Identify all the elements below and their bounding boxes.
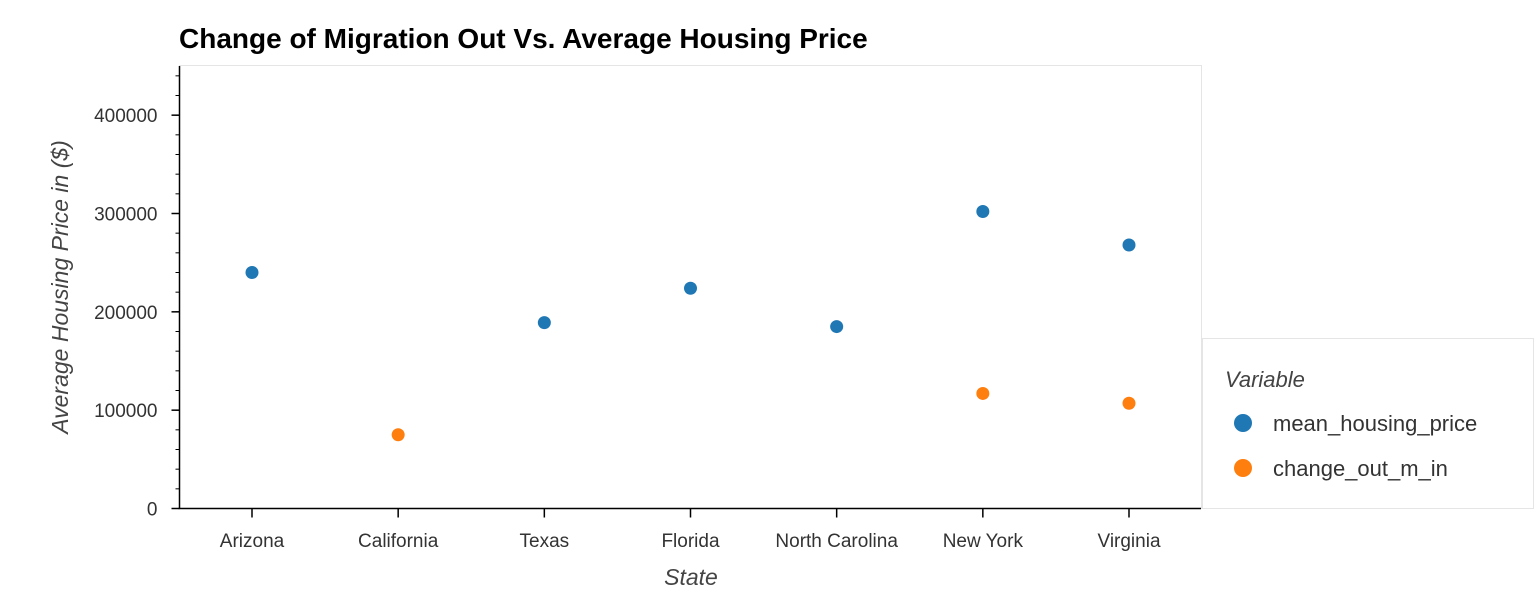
legend-frame	[1202, 338, 1534, 509]
data-point-mean-housing-price	[976, 205, 990, 219]
x-tick-label: New York	[943, 531, 1024, 552]
y-axis-label: Average Housing Price in ($)	[47, 140, 73, 436]
data-point-mean-housing-price	[537, 316, 551, 330]
data-points	[245, 205, 1136, 442]
legend-marker	[1234, 459, 1252, 477]
data-point-mean-housing-price	[684, 281, 697, 295]
data-point-mean-housing-price	[1122, 238, 1136, 252]
data-point-change-out-m-in	[976, 386, 990, 400]
x-axis: Arizona California Texas Florida North Carol…	[178, 507, 1201, 552]
chart-title: Change of Migration Out Vs. Average Hous…	[179, 23, 868, 54]
x-tick-label: North Carolina	[775, 531, 898, 552]
x-tick-label: Virginia	[1097, 531, 1160, 552]
y-tick-label: 100000	[94, 401, 157, 422]
y-tick-label: 400000	[94, 106, 157, 127]
x-tick-label: Texas	[520, 531, 570, 552]
y-tick-label: 300000	[94, 205, 157, 226]
legend-items: mean_housing_price change_out_m_in	[1234, 411, 1477, 481]
legend-label: change_out_m_in	[1273, 456, 1448, 481]
y-axis: 0 100000 200000 300000 400000	[94, 66, 181, 521]
data-point-change-out-m-in	[391, 428, 405, 442]
data-point-mean-housing-price	[830, 320, 844, 334]
data-point-change-out-m-in	[1122, 396, 1136, 410]
x-axis-label: State	[664, 564, 718, 590]
legend-label: mean_housing_price	[1273, 411, 1477, 436]
data-point-mean-housing-price	[245, 266, 259, 279]
x-tick-label: Florida	[661, 531, 720, 552]
y-tick-label: 200000	[94, 303, 157, 324]
x-tick-label: Arizona	[220, 531, 285, 552]
legend-marker	[1234, 414, 1252, 432]
legend: Variable mean_housing_price change_out_m_…	[1202, 338, 1534, 509]
legend-title: Variable	[1225, 367, 1305, 392]
x-tick-label: California	[358, 531, 439, 552]
y-tick-label: 0	[147, 500, 158, 521]
